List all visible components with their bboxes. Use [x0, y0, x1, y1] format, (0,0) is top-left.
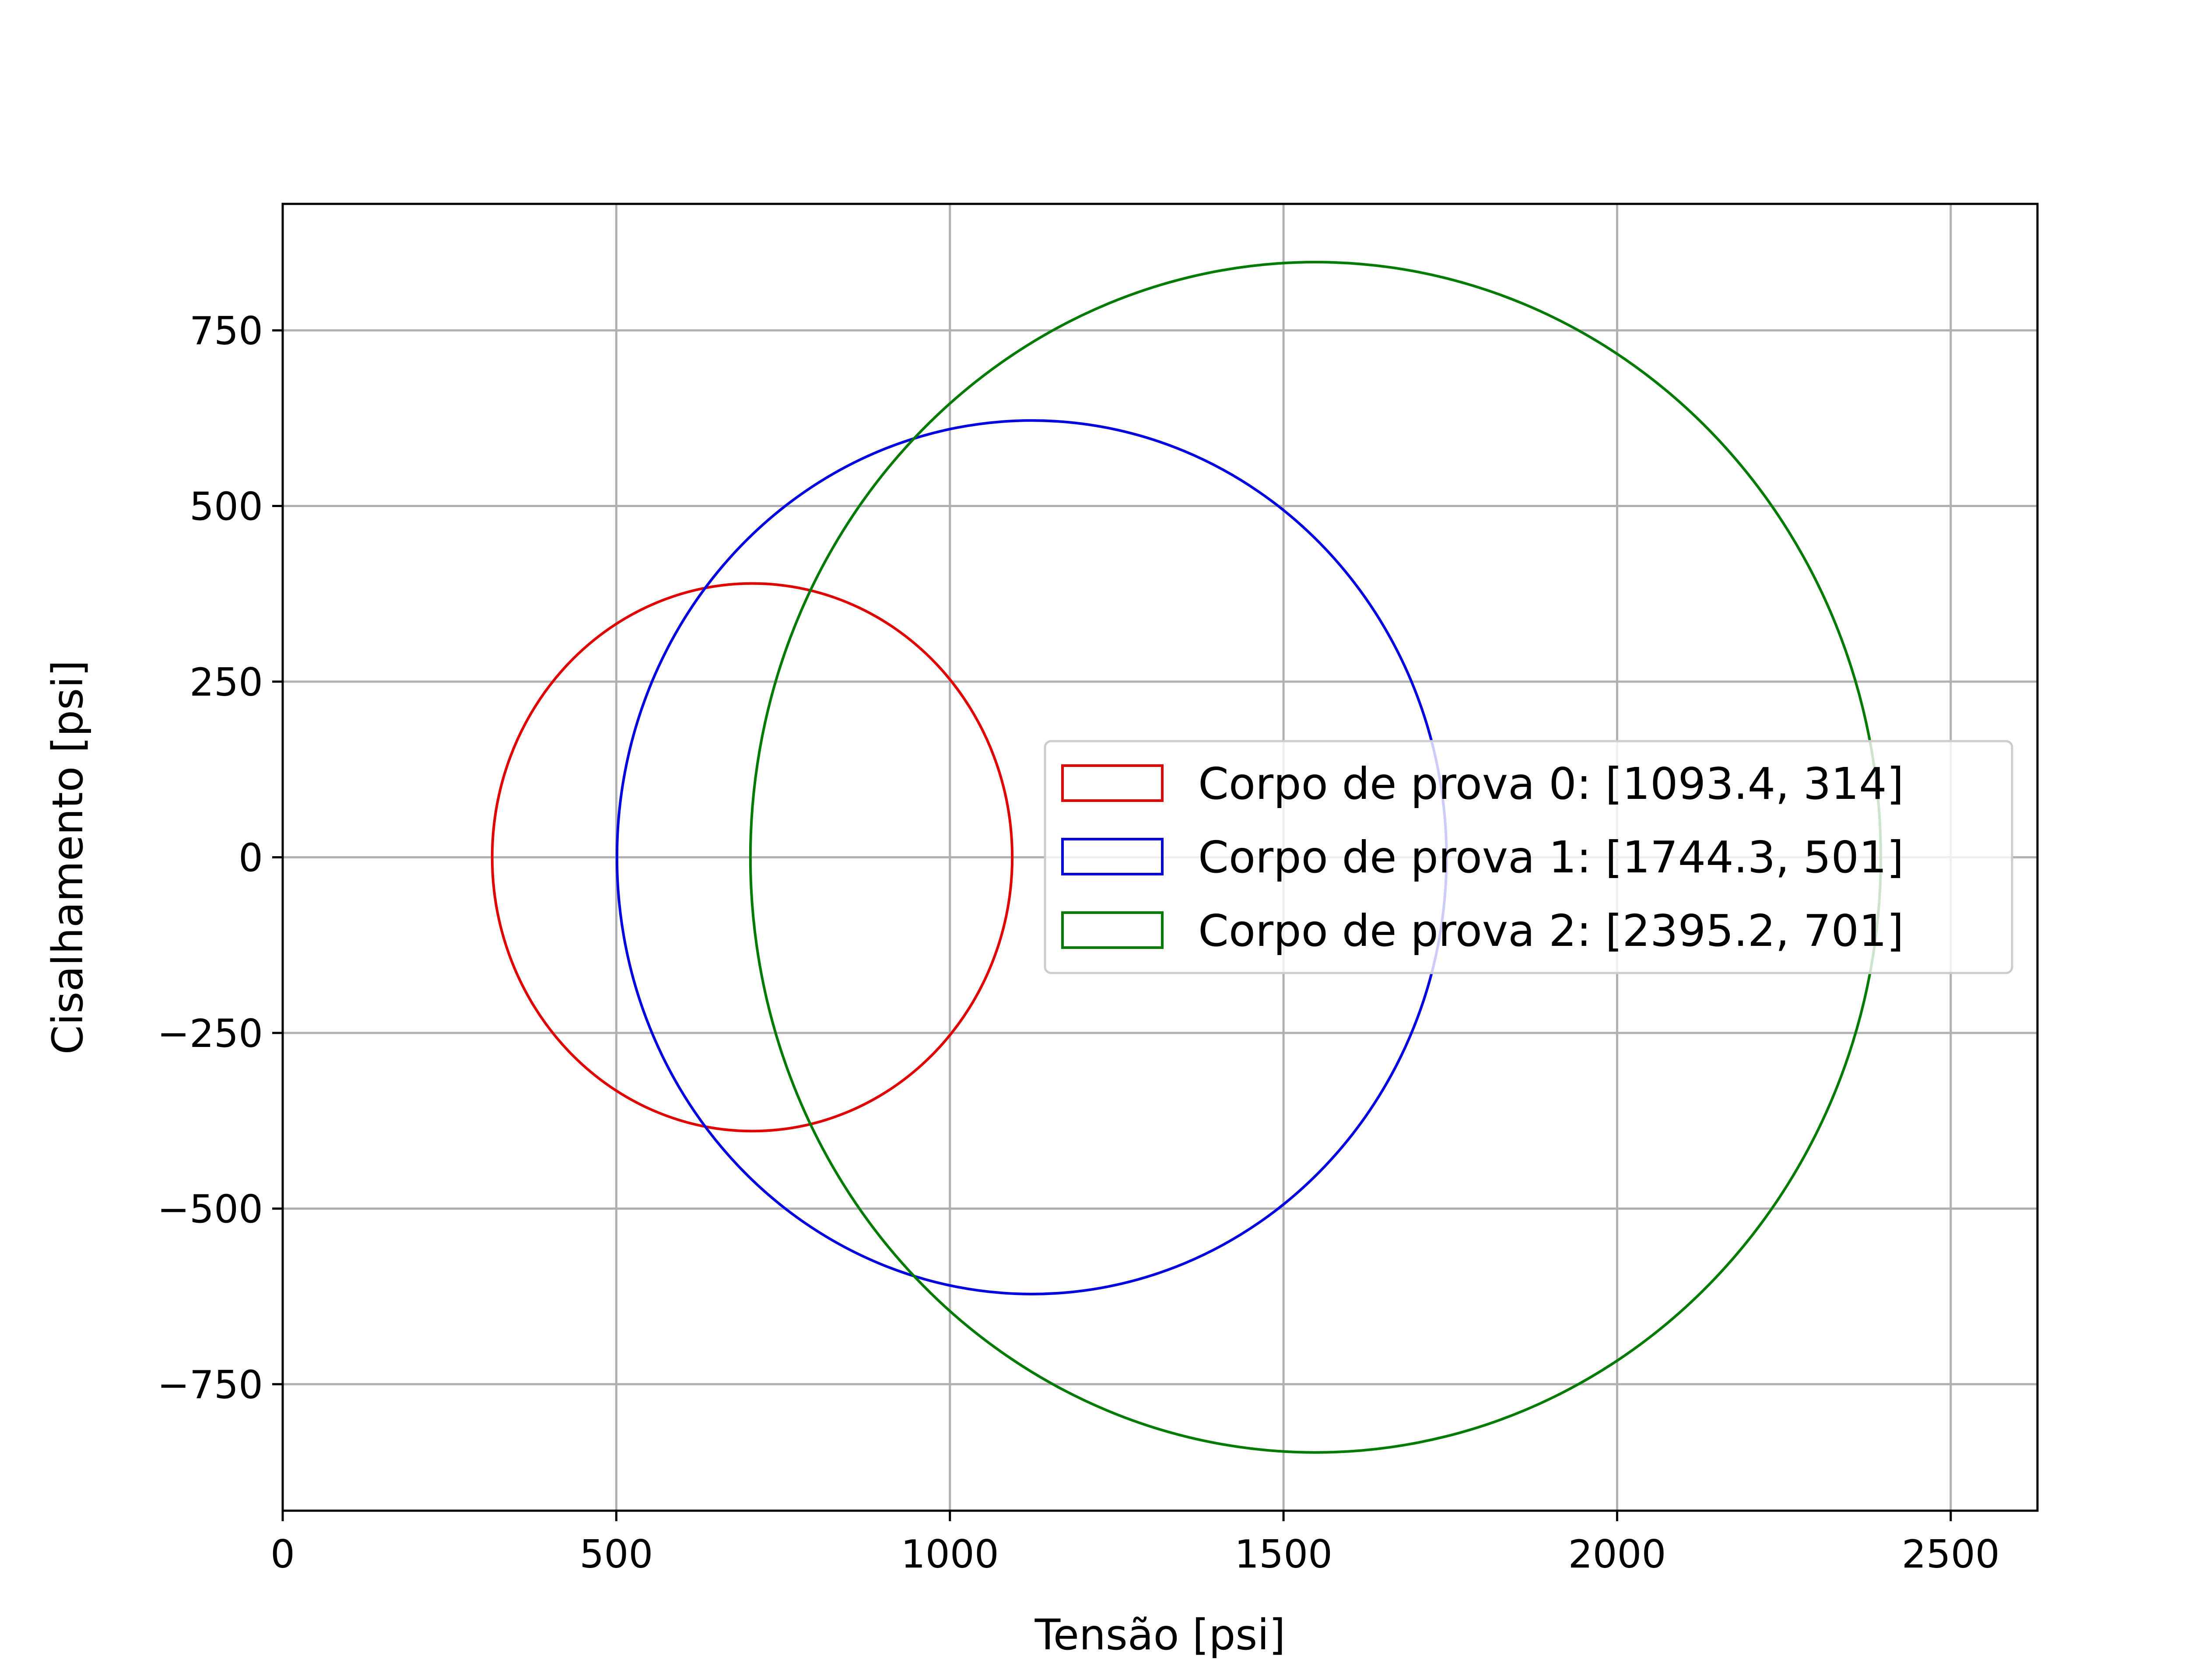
y-axis-label: Cisalhamento [psi] [43, 660, 92, 1055]
y-tick-label: 250 [189, 660, 263, 705]
y-tick-label: 500 [189, 484, 263, 529]
mohr-circle-0 [491, 582, 1014, 1133]
y-tick-label: −250 [157, 1011, 263, 1056]
x-tick-label: 1500 [1234, 1532, 1332, 1577]
legend-swatch-1 [1061, 838, 1164, 875]
legend-label-2: Corpo de prova 2: [2395.2, 701] [1198, 905, 1904, 956]
y-tick-label: 0 [238, 836, 263, 881]
x-tick-label: 2000 [1568, 1532, 1666, 1577]
x-tick-label: 2500 [1902, 1532, 2000, 1577]
y-tick-label: −750 [157, 1362, 263, 1407]
legend-label-0: Corpo de prova 0: [1093.4, 314] [1198, 758, 1904, 809]
y-tick-label: −500 [157, 1186, 263, 1232]
axis-ticks: 0 500 1000 1500 2000 2500 −750 −500 −250 0 250 500 7… [157, 308, 1999, 1577]
legend-swatch-0 [1061, 764, 1164, 802]
x-axis-label: Tensão [psi] [1034, 1610, 1286, 1659]
x-tick-label: 1000 [901, 1532, 999, 1577]
y-tick-label: 750 [189, 308, 263, 354]
legend-swatch-2 [1061, 911, 1164, 949]
x-tick-label: 500 [579, 1532, 653, 1577]
x-tick-label: 0 [270, 1532, 295, 1577]
legend-label-1: Corpo de prova 1: [1744.3, 501] [1198, 832, 1904, 883]
legend: Corpo de prova 0: [1093.4, 314] Corpo de … [1044, 740, 2013, 974]
legend-box [1044, 740, 2013, 974]
